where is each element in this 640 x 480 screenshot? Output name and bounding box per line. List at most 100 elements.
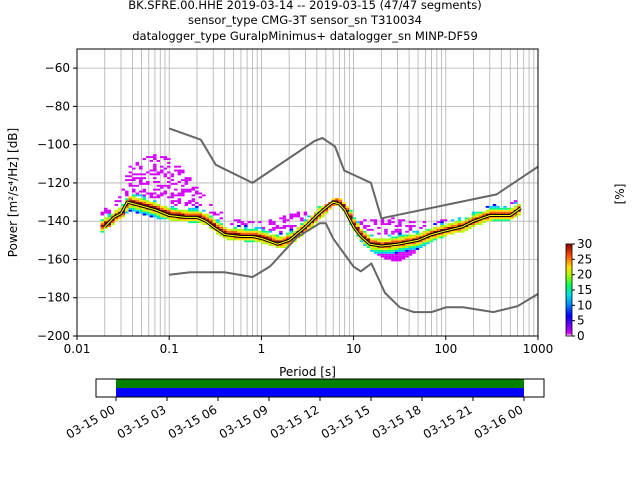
psd-cell [272, 223, 276, 225]
psd-cell [150, 156, 154, 158]
psd-cell [496, 217, 500, 219]
psd-cell [304, 219, 308, 221]
psd-cell [479, 212, 483, 214]
psd-cell [262, 227, 266, 229]
psd-cell [363, 219, 367, 221]
psd-cell [377, 233, 381, 235]
psd-cell [178, 194, 182, 196]
psd-cell [153, 214, 157, 216]
y-tick-label: −100 [37, 138, 70, 152]
psd-cell [367, 225, 371, 227]
psd-cell [465, 217, 469, 219]
psd-cell [290, 233, 294, 235]
psd-cell [405, 254, 409, 256]
psd-cell [178, 166, 182, 168]
timeline-tick-label: 03-15 00 [64, 402, 118, 441]
psd-cell [405, 231, 409, 233]
psd-cell [419, 242, 423, 244]
psd-cell [251, 229, 255, 231]
psd-cell [195, 193, 199, 195]
psd-cell [475, 223, 479, 225]
psd-cell [139, 179, 143, 181]
psd-cell [153, 170, 157, 172]
psd-cell [395, 254, 399, 256]
psd-cell [230, 229, 234, 231]
psd-cell [395, 231, 399, 233]
psd-cell [300, 225, 304, 227]
psd-cell [136, 173, 140, 175]
psd-cell [136, 210, 140, 212]
psd-cell [146, 171, 150, 173]
psd-cell [195, 191, 199, 193]
y-tick-label: −120 [37, 176, 70, 190]
psd-cell [405, 246, 409, 248]
psd-cell [181, 189, 185, 191]
psd-cell [255, 240, 259, 242]
psd-cell [185, 179, 189, 181]
psd-cell [171, 183, 175, 185]
psd-cell [447, 223, 451, 225]
psd-cell [258, 231, 262, 233]
psd-cell [314, 212, 318, 214]
psd-cell [363, 235, 367, 237]
psd-cell [423, 221, 427, 223]
psd-cell [409, 250, 413, 252]
psd-cell [286, 219, 290, 221]
psd-cell [136, 208, 140, 210]
psd-cell [164, 206, 168, 208]
psd-cell [160, 156, 164, 158]
psd-cell [157, 185, 161, 187]
psd-cell [363, 227, 367, 229]
psd-cell [118, 217, 122, 219]
psd-cell [139, 200, 143, 202]
psd-cell [276, 240, 280, 242]
psd-cell [164, 156, 168, 158]
psd-cell [391, 233, 395, 235]
psd-cell [486, 206, 490, 208]
psd-cell [248, 221, 252, 223]
psd-cell [115, 210, 119, 212]
psd-cell [157, 181, 161, 183]
psd-cell [398, 231, 402, 233]
psd-cell [293, 231, 297, 233]
psd-cell [489, 212, 493, 214]
psd-cell [423, 225, 427, 227]
psd-cell [465, 219, 469, 221]
psd-cell [129, 208, 133, 210]
psd-cell [104, 210, 108, 212]
psd-cell [192, 212, 196, 214]
psd-cell [419, 227, 423, 229]
psd-cell [300, 217, 304, 219]
psd-cell [395, 252, 399, 254]
psd-cell [384, 229, 388, 231]
psd-cell [230, 231, 234, 233]
psd-cell [164, 210, 168, 212]
psd-cell [367, 235, 371, 237]
psd-cell [199, 214, 203, 216]
psd-cell [248, 229, 252, 231]
psd-cell [409, 254, 413, 256]
psd-cell [503, 208, 507, 210]
psd-cell [517, 214, 521, 216]
psd-cell [171, 212, 175, 214]
psd-cell [416, 237, 420, 239]
psd-cell [426, 240, 430, 242]
psd-cell [108, 215, 112, 217]
psd-cell [153, 212, 157, 214]
psd-cell [129, 210, 133, 212]
psd-cell [174, 208, 178, 210]
psd-cell [398, 225, 402, 227]
psd-cell [398, 256, 402, 258]
psd-cell [486, 212, 490, 214]
psd-cell [199, 221, 203, 223]
psd-cell [181, 171, 185, 173]
psd-cell [370, 240, 374, 242]
psd-cell [377, 250, 381, 252]
psd-cell [164, 193, 168, 195]
psd-cell [367, 229, 371, 231]
psd-cell [283, 244, 287, 246]
psd-cell [332, 198, 336, 200]
psd-cell [395, 246, 399, 248]
psd-cell [353, 221, 357, 223]
psd-cell [178, 171, 182, 173]
